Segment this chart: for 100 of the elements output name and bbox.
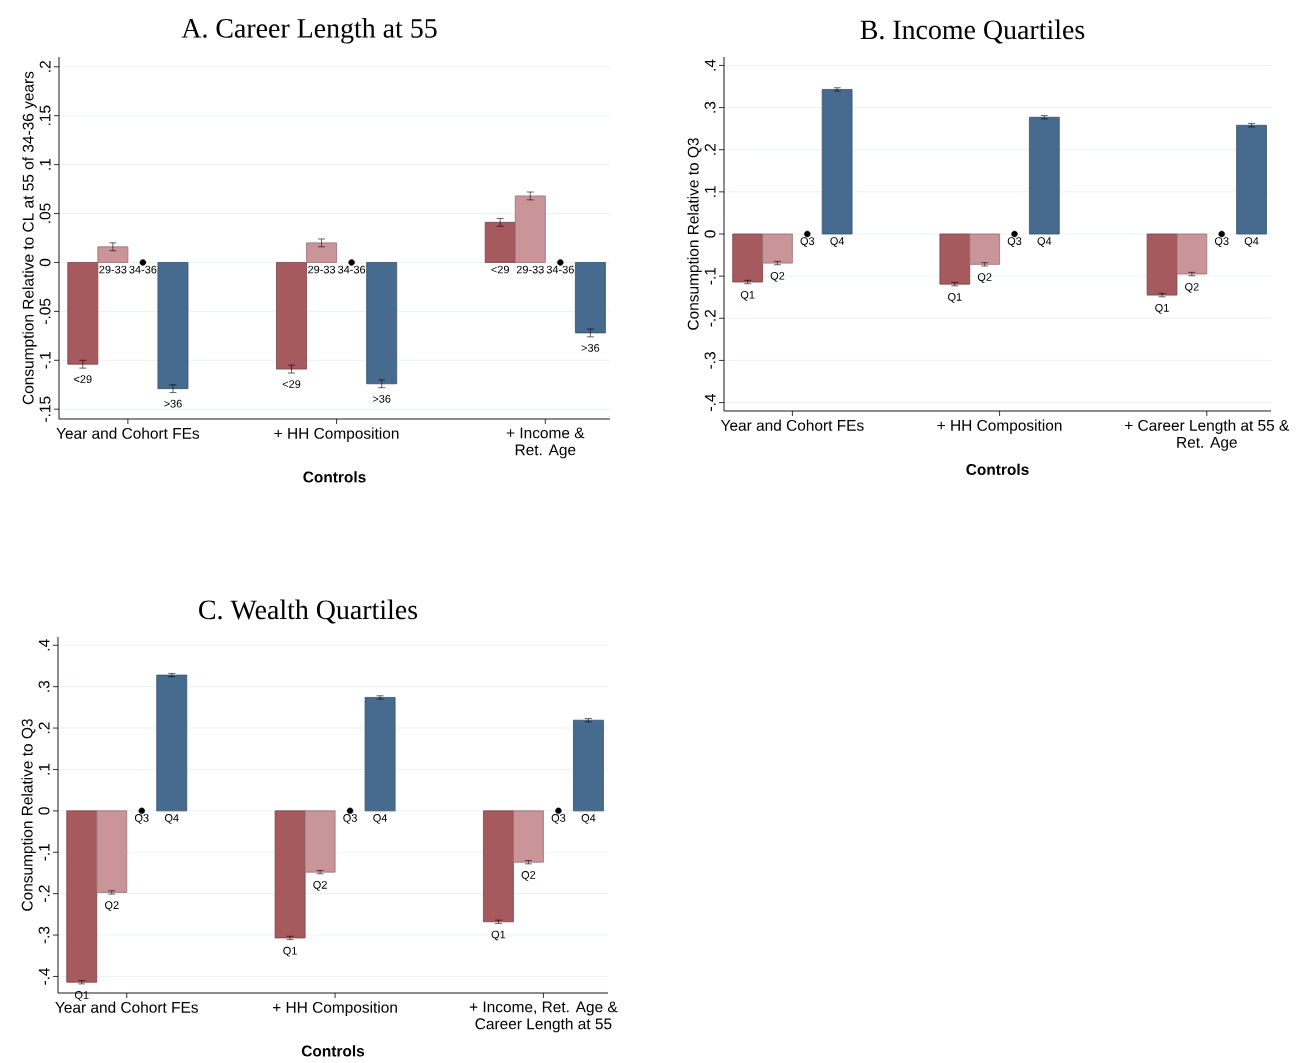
y-tick-label: .4	[38, 639, 50, 651]
bar	[513, 810, 544, 863]
x-tick-label: + HH Composition	[274, 427, 399, 442]
series-label: Q3	[1007, 237, 1022, 247]
y-tick-label: -.15	[39, 396, 51, 422]
series-label: Q2	[977, 273, 992, 283]
text: Q4	[1244, 237, 1259, 247]
text: Q2	[770, 271, 785, 282]
bar	[276, 262, 307, 370]
series-label: Q4	[830, 237, 845, 247]
x-tick-label: Year and Cohort FEs	[56, 427, 200, 439]
bar	[67, 262, 99, 365]
bar	[483, 810, 514, 923]
text: Q2	[1185, 282, 1199, 293]
y-tick-label: -.4	[704, 394, 716, 411]
y-tick-label: .2	[38, 722, 50, 734]
bar	[157, 262, 189, 390]
bar	[96, 810, 128, 893]
bar	[574, 262, 606, 334]
bar	[484, 221, 516, 263]
bar	[274, 810, 306, 939]
bar	[156, 674, 188, 812]
y-tick-label: .1	[39, 158, 51, 170]
text: >36	[372, 394, 391, 403]
y-tick-label: -.1	[38, 844, 50, 861]
text: Q1	[74, 991, 89, 1001]
bar	[1029, 116, 1060, 235]
bar	[939, 233, 971, 285]
bar	[366, 262, 398, 385]
bar	[514, 195, 546, 263]
y-tick-label: .4	[704, 59, 716, 71]
y-tick-label: -.1	[39, 352, 51, 369]
y-tick-label: .1	[704, 186, 716, 197]
x-tick-label: + Income, Ret. Age & Career Length at 55	[469, 1001, 618, 1033]
text: Q2	[104, 901, 119, 911]
bar	[97, 246, 129, 263]
series-label: 29-33	[99, 265, 127, 274]
y-tick-label: -.3	[704, 352, 716, 369]
series-label: Q1	[740, 290, 755, 301]
text: 34-36	[338, 265, 366, 274]
series-label: <29	[491, 265, 509, 274]
y-tick-label: 0	[39, 258, 51, 267]
y-tick-label: .05	[39, 203, 51, 223]
text: Q1	[948, 293, 962, 303]
x-tick-label: Year and Cohort FEs	[55, 1001, 198, 1013]
x-tick-label: Year and Cohort FEs	[720, 419, 864, 431]
y-tick-label: -.05	[39, 298, 51, 324]
series-label: Q3	[134, 814, 149, 824]
series-label: >36	[164, 399, 182, 408]
bar	[1236, 124, 1267, 235]
text: <29	[74, 375, 92, 384]
y-axis-title: Consumption Relative to Q3	[687, 138, 702, 330]
x-tick-label: + Income & Ret. Age	[506, 427, 585, 459]
bar	[573, 719, 604, 812]
series-label: 34-36	[129, 265, 157, 274]
bar	[732, 233, 763, 283]
y-tick-label: .1	[38, 763, 50, 775]
y-tick-label: 0	[704, 230, 716, 238]
y-tick-label: .3	[38, 680, 50, 692]
series-label: Q1	[283, 946, 297, 957]
y-tick-label: .3	[704, 101, 716, 113]
x-axis-title: Controls	[301, 1045, 365, 1057]
text: Q4	[581, 814, 596, 824]
bar	[969, 233, 1000, 265]
y-tick-label: 0	[38, 807, 50, 815]
y-tick-label: .2	[704, 144, 716, 155]
y-tick-label: -.1	[704, 267, 716, 285]
y-tick-label: -.2	[38, 885, 50, 902]
y-tick-label: .2	[39, 61, 51, 72]
text: Q3	[551, 814, 566, 824]
bar	[762, 233, 793, 264]
chart-title: C. Wealth Quartiles	[199, 599, 418, 624]
series-label: Q2	[313, 880, 327, 891]
y-tick-label: -.2	[704, 310, 716, 327]
text: Q3	[1214, 237, 1229, 247]
y-tick-label: -.4	[38, 967, 50, 985]
bar	[304, 810, 336, 873]
text: Q3	[343, 814, 357, 824]
text: >36	[581, 344, 600, 352]
bar	[364, 697, 396, 812]
text: Q1	[1155, 304, 1169, 314]
y-axis-title: Consumption Relative to Q3	[21, 719, 36, 911]
chart-title: A. Career Length at 55	[181, 18, 437, 44]
text: 34-36	[546, 265, 574, 274]
bar	[1146, 233, 1178, 296]
x-tick-label: + HH Composition	[937, 419, 1062, 434]
text: <29	[282, 380, 301, 388]
x-axis-title: Controls	[966, 463, 1029, 476]
x-tick-label: + Career Length at 55 & Ret. Age	[1125, 419, 1290, 451]
bar	[1176, 233, 1208, 275]
y-tick-label: -.3	[38, 926, 50, 944]
text: Q4	[1037, 237, 1052, 247]
text: Q2	[521, 871, 536, 881]
x-axis-title: Controls	[303, 471, 366, 483]
x-tick-label: + HH Composition	[272, 1001, 397, 1016]
bar	[66, 810, 98, 983]
text: Q1	[491, 930, 506, 941]
text: 29-33	[516, 265, 544, 274]
text: Q3	[800, 237, 815, 247]
bar	[306, 242, 337, 263]
